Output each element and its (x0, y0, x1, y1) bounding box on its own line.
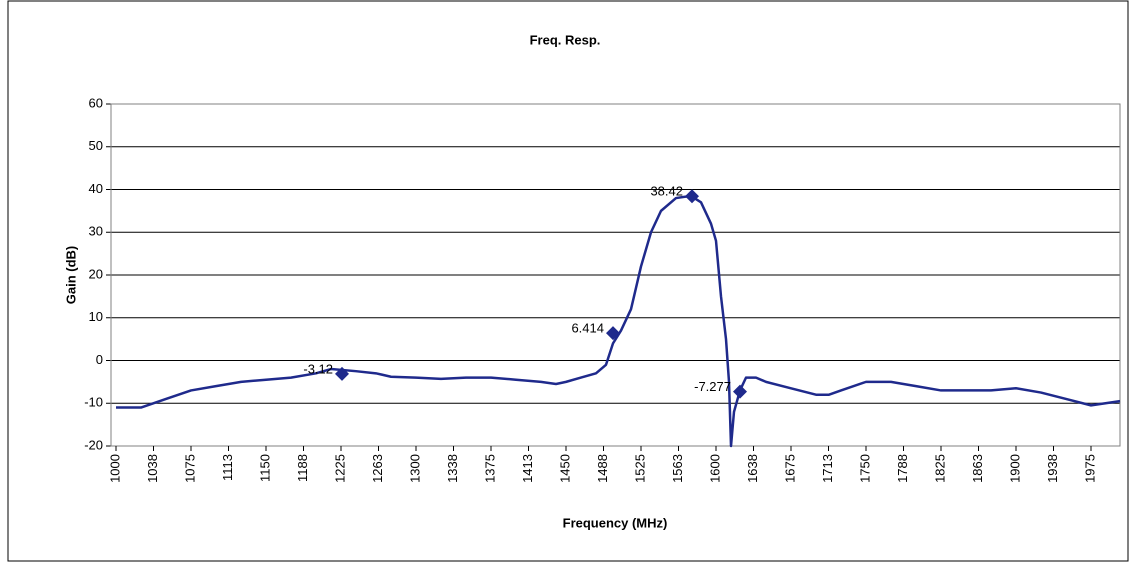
x-tick-label: 1150 (257, 454, 272, 482)
y-tick-label: 10 (89, 309, 103, 324)
line (116, 194, 1121, 448)
x-tick-label: 1000 (107, 454, 122, 483)
x-tick-label: 1675 (782, 454, 797, 483)
x-tick-label: 1225 (332, 454, 347, 483)
marker (335, 366, 349, 381)
x-tick-label: 1788 (895, 454, 910, 483)
x-tick-label: 1825 (932, 454, 947, 483)
marker (606, 326, 620, 341)
marker (685, 189, 699, 204)
x-tick-label: 1113 (220, 454, 235, 481)
y-tick-label: -20 (84, 437, 103, 452)
x-tick-label: 1975 (1082, 454, 1097, 483)
marker (733, 384, 747, 399)
plot-area (110, 103, 1121, 447)
y-tick-label: 50 (89, 138, 103, 153)
data-label: 6.414 (571, 321, 604, 336)
y-axis-title: Gain (dB) (63, 246, 78, 305)
x-tick-label: 1863 (970, 454, 985, 483)
x-tick-label: 1188 (295, 454, 310, 482)
y-tick-label: 40 (89, 181, 103, 196)
x-tick-label: 1638 (745, 454, 760, 483)
x-tick-label: 1750 (857, 454, 872, 483)
x-tick-label: 1563 (670, 454, 685, 483)
y-tick-label: 60 (89, 95, 103, 110)
y-tick-label: 20 (89, 266, 103, 281)
x-tick-label: 1263 (370, 454, 385, 483)
y-tick-label: 0 (96, 352, 103, 367)
x-tick-label: 1900 (1007, 454, 1022, 483)
x-tick-label: 1938 (1045, 454, 1060, 483)
x-tick-label: 1600 (707, 454, 722, 483)
y-tick-label: 30 (89, 224, 103, 239)
chart-title: Freq. Resp. (530, 32, 601, 47)
x-tick-label: 1488 (595, 454, 610, 483)
data-label: -7.277 (694, 379, 731, 394)
x-tick-label: 1525 (632, 454, 647, 483)
x-tick-label: 1375 (482, 454, 497, 483)
data-label: -3.12 (303, 361, 333, 376)
x-tick-label: 1300 (407, 454, 422, 483)
x-tick-label: 1450 (557, 454, 572, 483)
x-tick-label: 1413 (520, 454, 535, 483)
x-tick-label: 1075 (182, 454, 197, 483)
data-label: 38.42 (650, 184, 683, 199)
y-tick-label: -10 (84, 395, 103, 410)
chart-frame (7, 0, 1129, 562)
x-tick-label: 1038 (145, 454, 160, 483)
x-tick-label: 1713 (820, 454, 835, 483)
x-tick-label: 1338 (445, 454, 460, 483)
x-axis-title: Frequency (MHz) (563, 515, 668, 530)
